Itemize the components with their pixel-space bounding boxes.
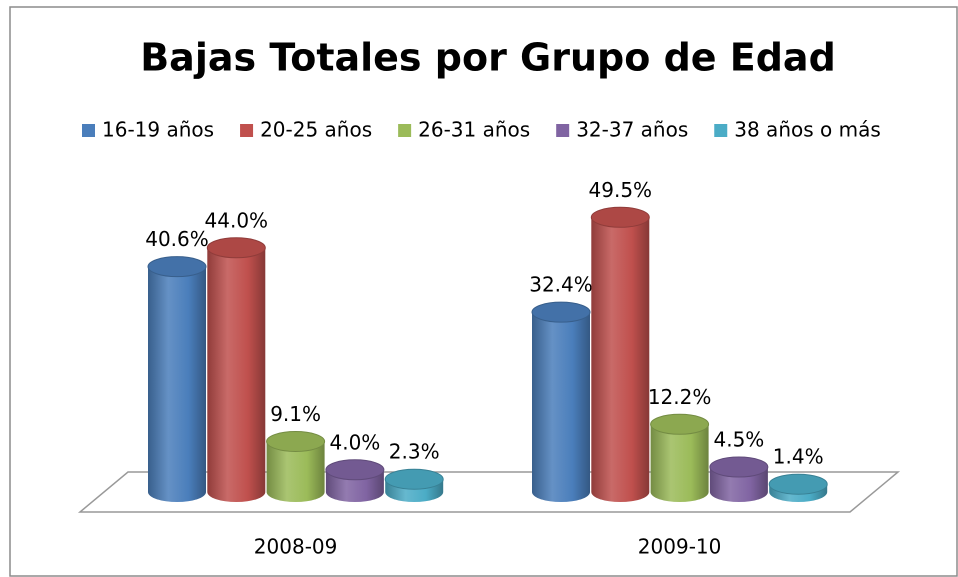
data-label: 32.4% (529, 273, 593, 297)
cylinder (532, 312, 590, 502)
x-tick-label: 2008-09 (254, 535, 338, 559)
legend-label: 38 años o más (734, 118, 881, 142)
data-label: 49.5% (589, 178, 653, 202)
cylinder-top (590, 206, 650, 228)
cylinder (148, 266, 206, 502)
legend-swatch (240, 124, 254, 137)
legend-label: 26-31 años (418, 118, 530, 142)
data-label: 12.2% (648, 385, 712, 409)
chart-title: Bajas Totales por Grupo de Edad (140, 36, 836, 80)
cylinder-top (206, 237, 266, 259)
legend-swatch (714, 124, 728, 137)
cylinder (266, 441, 325, 502)
legend-swatch (556, 124, 570, 137)
cylinder (207, 247, 266, 502)
cylinder (650, 424, 709, 502)
data-label: 40.6% (145, 227, 209, 251)
cylinder-top (325, 459, 385, 481)
legend-label: 16-19 años (102, 118, 214, 142)
legend-label: 20-25 años (260, 118, 372, 142)
x-tick-label: 2009-10 (638, 535, 722, 559)
legend-swatch (398, 124, 412, 137)
data-label: 4.5% (713, 428, 764, 452)
legend-label: 32-37 años (576, 118, 688, 142)
cylinder-top (266, 430, 326, 452)
data-label: 1.4% (773, 445, 824, 469)
cylinder (591, 217, 650, 502)
data-label: 2.3% (389, 440, 440, 464)
data-label: 4.0% (329, 430, 380, 454)
data-label: 44.0% (205, 208, 269, 232)
legend-swatch (82, 124, 95, 137)
cylinder-top (384, 468, 444, 490)
cylinder-top (147, 256, 207, 278)
cylinder-top (650, 413, 710, 435)
cylinder-top (531, 301, 591, 323)
data-label: 9.1% (270, 402, 321, 426)
cylinder-top (768, 473, 828, 495)
cylinder-top (709, 456, 769, 478)
